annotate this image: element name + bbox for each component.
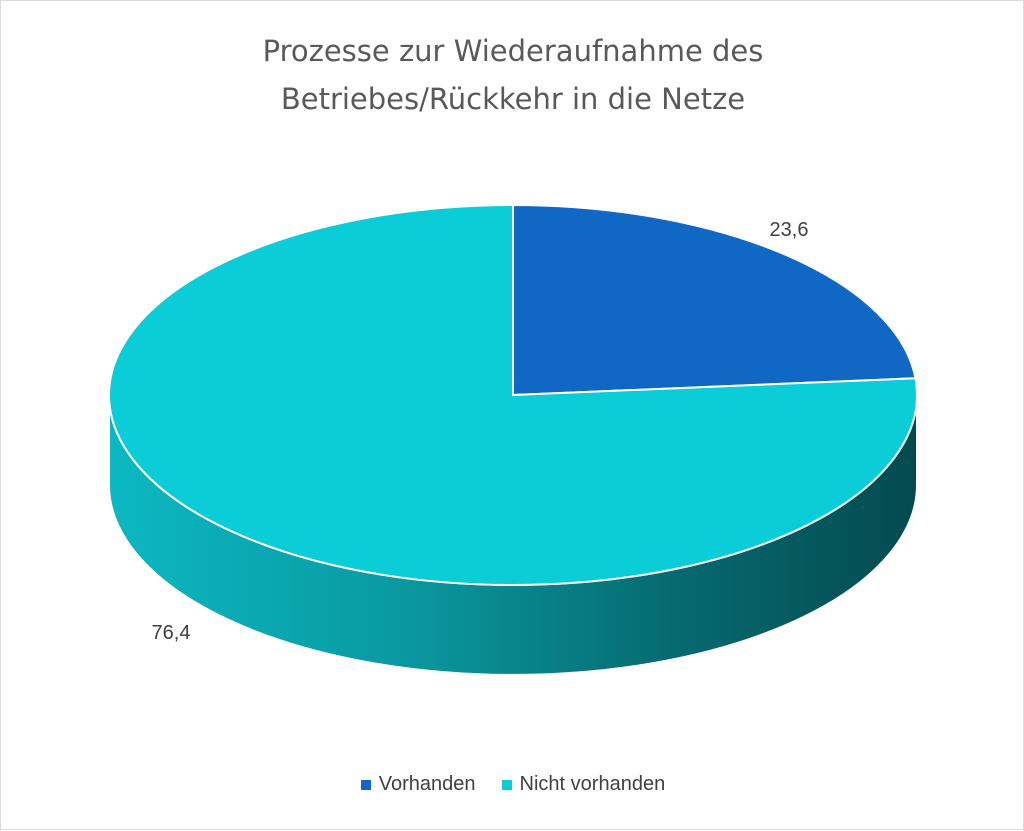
legend-item-nicht-vorhanden: Nicht vorhanden	[501, 773, 666, 796]
data-label-nicht-vorhanden: 76,4	[152, 622, 191, 644]
chart-title: Prozesse zur Wiederaufnahme des Betriebe…	[1, 27, 1024, 123]
legend-swatch-vorhanden	[360, 779, 371, 790]
chart-title-line-2: Betriebes/Rückkehr in die Netze	[280, 82, 746, 116]
legend: Vorhanden Nicht vorhanden	[1, 773, 1024, 796]
pie-top-group	[108, 204, 918, 586]
legend-item-vorhanden: Vorhanden	[360, 773, 476, 796]
pie-labels-group: 23,6 76,4	[152, 219, 809, 644]
chart-title-line-1: Prozesse zur Wiederaufnahme des	[262, 34, 764, 68]
legend-swatch-nicht-vorhanden	[501, 779, 512, 790]
pie-slice-nicht-vorhanden	[108, 204, 918, 586]
data-label-vorhanden: 23,6	[770, 219, 809, 241]
legend-label-nicht-vorhanden: Nicht vorhanden	[519, 773, 666, 795]
pie-slice-vorhanden	[512, 204, 917, 396]
legend-label-vorhanden: Vorhanden	[378, 773, 476, 795]
